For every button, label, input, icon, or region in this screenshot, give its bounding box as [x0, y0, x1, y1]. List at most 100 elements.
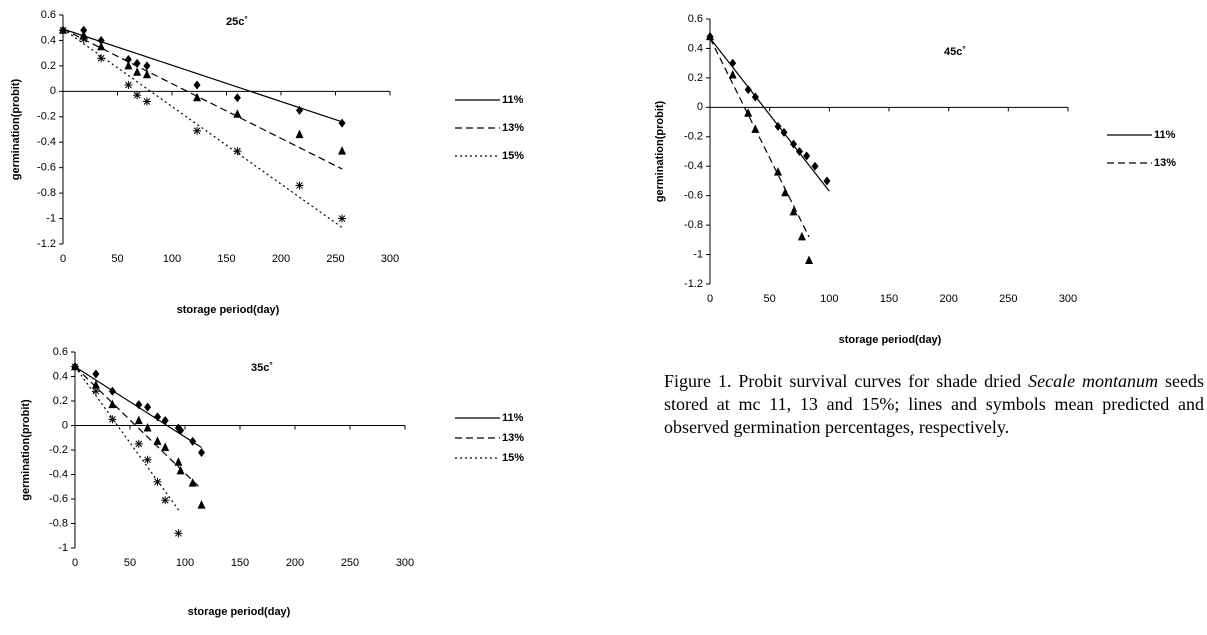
point	[176, 465, 185, 475]
point	[97, 35, 105, 45]
y-axis-label: germination(probit)	[10, 78, 22, 180]
fit-line	[709, 37, 810, 238]
point	[789, 206, 798, 216]
point	[744, 108, 753, 117]
point	[135, 400, 143, 410]
caption-text: Figure 1. Probit survival curves for sha…	[664, 371, 1029, 391]
point	[797, 231, 806, 241]
point	[728, 69, 737, 79]
point-stroke	[97, 54, 105, 62]
point	[177, 425, 185, 435]
y-tick-label: -0.8	[684, 219, 703, 231]
point	[143, 422, 152, 432]
point	[108, 415, 117, 424]
x-axis-label: storage period(day)	[839, 334, 942, 346]
y-tick-label: 0.4	[41, 34, 56, 46]
point	[338, 214, 347, 223]
chart-title: 45c˚	[944, 46, 966, 58]
point	[188, 478, 197, 487]
x-tick-label: 250	[326, 253, 344, 265]
point-stroke	[296, 182, 303, 189]
x-tick-label: 150	[217, 253, 235, 265]
x-tick-label: 0	[60, 253, 66, 265]
point	[143, 455, 152, 464]
point	[134, 439, 143, 448]
y-tick-label: -0.4	[684, 160, 703, 172]
point	[233, 109, 242, 118]
x-tick-label: 300	[381, 253, 399, 265]
y-axis-label: germination(probit)	[654, 100, 666, 202]
x-tick-label: 100	[820, 293, 838, 305]
y-tick-label: -0.6	[37, 162, 56, 174]
y-tick-label: -1.2	[37, 238, 56, 250]
point	[338, 146, 347, 155]
point	[780, 127, 788, 137]
point	[174, 529, 183, 538]
x-tick-label: 0	[707, 293, 713, 305]
legend-label: 13%	[502, 432, 524, 444]
point-stroke	[234, 147, 241, 155]
point-stroke	[59, 26, 67, 34]
y-tick-label: 0.6	[41, 9, 56, 21]
point-stroke	[133, 91, 141, 99]
point	[91, 387, 100, 396]
x-tick-label: 150	[880, 293, 898, 305]
y-tick-label: 0.4	[53, 370, 68, 382]
point	[153, 477, 162, 486]
x-tick-label: 200	[286, 557, 304, 569]
point-stroke	[71, 363, 79, 371]
point-stroke	[154, 478, 161, 486]
point	[134, 415, 143, 425]
point	[79, 35, 88, 44]
point	[80, 25, 88, 35]
point	[124, 80, 133, 89]
y-tick-label: -0.2	[684, 131, 703, 143]
x-tick-label: 200	[939, 293, 957, 305]
point-stroke	[161, 496, 169, 504]
y-tick-label: 0.2	[688, 72, 703, 84]
point	[143, 61, 151, 71]
point-stroke	[80, 35, 88, 43]
y-tick-label: 0.6	[688, 13, 703, 25]
point	[71, 362, 79, 371]
point-stroke	[143, 98, 151, 105]
fit-line	[709, 37, 830, 192]
y-tick-label: -0.4	[49, 468, 68, 480]
x-tick-label: 0	[72, 557, 78, 569]
point	[197, 500, 206, 509]
point	[144, 402, 152, 412]
legend-label: 13%	[502, 122, 524, 134]
point	[823, 176, 831, 186]
point	[108, 399, 117, 409]
point	[142, 69, 151, 79]
point	[198, 447, 205, 457]
y-tick-label: 0.2	[41, 60, 56, 72]
point-stroke	[135, 440, 143, 448]
x-tick-label: 50	[764, 293, 776, 305]
legend-label: 11%	[502, 94, 524, 106]
chart-title: 35c˚	[251, 362, 273, 374]
point-stroke	[175, 529, 182, 537]
point	[233, 147, 242, 156]
point	[803, 151, 811, 161]
point	[790, 139, 798, 149]
y-tick-label: 0	[62, 419, 68, 431]
y-tick-label: 0	[697, 101, 703, 113]
point	[133, 91, 142, 100]
legend-label: 11%	[1154, 129, 1176, 141]
y-tick-label: -1.2	[684, 278, 703, 290]
legend-label: 11%	[502, 412, 524, 424]
x-tick-label: 250	[999, 293, 1017, 305]
point-stroke	[92, 387, 100, 395]
fit-line	[74, 366, 180, 512]
legend-label: 13%	[1154, 157, 1176, 169]
x-tick-label: 50	[111, 253, 123, 265]
y-tick-label: -0.2	[49, 444, 68, 456]
fit-line	[62, 28, 343, 123]
point	[161, 416, 169, 426]
fit-line	[62, 28, 343, 170]
point	[295, 129, 304, 139]
point	[59, 26, 67, 35]
point	[774, 121, 782, 131]
